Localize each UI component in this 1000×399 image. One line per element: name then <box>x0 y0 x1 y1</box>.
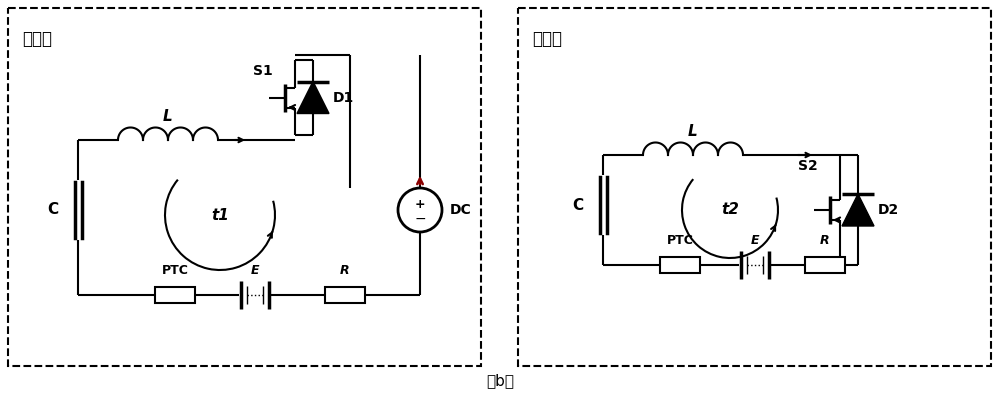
Bar <box>8 8 481 366</box>
Text: E: E <box>751 234 759 247</box>
Text: D1: D1 <box>333 91 354 105</box>
Bar <box>518 8 991 366</box>
Text: S2: S2 <box>798 159 818 173</box>
Bar <box>325 287 365 303</box>
Text: DC: DC <box>450 203 472 217</box>
Text: C: C <box>47 203 59 217</box>
Text: PTC: PTC <box>162 264 188 277</box>
Text: E: E <box>251 264 259 277</box>
Text: 回路二: 回路二 <box>532 30 562 48</box>
Text: L: L <box>163 109 173 124</box>
Bar <box>805 257 845 273</box>
Text: R: R <box>820 234 830 247</box>
Text: L: L <box>688 124 698 139</box>
Text: 回路一: 回路一 <box>22 30 52 48</box>
Text: +: + <box>415 198 425 211</box>
Text: D2: D2 <box>878 203 899 217</box>
Bar <box>660 257 700 273</box>
Text: （b）: （b） <box>486 373 514 388</box>
Text: PTC: PTC <box>667 234 693 247</box>
Bar <box>155 287 195 303</box>
Text: −: − <box>414 212 426 226</box>
Text: C: C <box>572 198 584 213</box>
Text: t2: t2 <box>721 203 739 217</box>
Text: t1: t1 <box>211 207 229 223</box>
Text: R: R <box>340 264 350 277</box>
Polygon shape <box>842 194 874 226</box>
Polygon shape <box>297 81 329 113</box>
Text: S1: S1 <box>253 64 273 78</box>
